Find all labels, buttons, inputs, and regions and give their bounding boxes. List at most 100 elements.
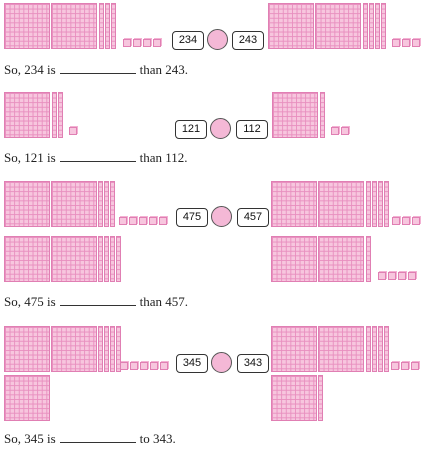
- sentence-prefix: So, 234 is: [4, 62, 56, 77]
- ten-rod: [366, 181, 371, 227]
- hundred-flat: [271, 236, 317, 282]
- one-cube: [119, 217, 127, 225]
- number-box-left: 345: [176, 354, 208, 373]
- hundred-flat: [272, 92, 318, 138]
- comparison-circle[interactable]: [210, 118, 231, 139]
- one-cube: [160, 362, 168, 370]
- ten-rod: [98, 236, 103, 282]
- comparison-circle[interactable]: [211, 206, 232, 227]
- hundred-flat: [51, 181, 97, 227]
- one-cube: [331, 127, 339, 135]
- sentence-suffix: than 457.: [139, 294, 189, 309]
- hundred-flat: [51, 326, 97, 372]
- ten-rod: [116, 236, 121, 282]
- answer-blank[interactable]: [59, 432, 136, 443]
- sentence: So, 345 is to 343.: [4, 431, 176, 447]
- ten-rod: [366, 326, 371, 372]
- one-cube: [159, 217, 167, 225]
- one-cube: [153, 39, 161, 47]
- one-cube: [392, 39, 400, 47]
- ten-rod: [363, 3, 368, 49]
- ten-rod: [320, 92, 325, 138]
- sentence-suffix: to 343.: [139, 431, 176, 446]
- answer-blank[interactable]: [59, 63, 136, 74]
- one-cube: [120, 362, 128, 370]
- one-cube: [402, 39, 410, 47]
- sentence-prefix: So, 121 is: [4, 150, 56, 165]
- number-box-left: 121: [175, 120, 207, 139]
- one-cube: [143, 39, 151, 47]
- ten-rod: [99, 3, 104, 49]
- one-cube: [388, 272, 396, 280]
- hundred-flat: [4, 3, 50, 49]
- one-cube: [123, 39, 131, 47]
- hundred-flat: [268, 3, 314, 49]
- number-box-left: 234: [172, 31, 204, 50]
- one-cube: [392, 217, 400, 225]
- one-cube: [139, 217, 147, 225]
- one-cube: [378, 272, 386, 280]
- one-cube: [130, 362, 138, 370]
- ten-rod: [318, 375, 323, 421]
- hundred-flat: [271, 181, 317, 227]
- ten-rod: [384, 326, 389, 372]
- one-cube: [391, 362, 399, 370]
- ten-rod: [110, 181, 115, 227]
- one-cube: [149, 217, 157, 225]
- ten-rod: [105, 3, 110, 49]
- one-cube: [133, 39, 141, 47]
- ten-rod: [110, 326, 115, 372]
- comparison-circle[interactable]: [211, 352, 232, 373]
- one-cube: [412, 217, 420, 225]
- ten-rod: [98, 326, 103, 372]
- ten-rod: [375, 3, 380, 49]
- one-cube: [408, 272, 416, 280]
- sentence-suffix: than 112.: [139, 150, 188, 165]
- ten-rod: [378, 326, 383, 372]
- hundred-flat: [4, 236, 50, 282]
- ten-rod: [372, 181, 377, 227]
- sentence: So, 475 is than 457.: [4, 294, 188, 310]
- one-cube: [398, 272, 406, 280]
- number-box-left: 475: [176, 208, 208, 227]
- hundred-flat: [4, 92, 50, 138]
- hundred-flat: [4, 375, 50, 421]
- hundred-flat: [4, 181, 50, 227]
- comparison-circle[interactable]: [207, 29, 228, 50]
- one-cube: [69, 127, 77, 135]
- ten-rod: [104, 181, 109, 227]
- sentence-prefix: So, 345 is: [4, 431, 56, 446]
- one-cube: [140, 362, 148, 370]
- ten-rod: [52, 92, 57, 138]
- sentence-suffix: than 243.: [139, 62, 189, 77]
- ten-rod: [58, 92, 63, 138]
- hundred-flat: [318, 326, 364, 372]
- hundred-flat: [271, 326, 317, 372]
- ten-rod: [98, 181, 103, 227]
- one-cube: [401, 362, 409, 370]
- hundred-flat: [4, 326, 50, 372]
- sentence: So, 234 is than 243.: [4, 62, 188, 78]
- one-cube: [129, 217, 137, 225]
- answer-blank[interactable]: [59, 151, 136, 162]
- sentence: So, 121 is than 112.: [4, 150, 188, 166]
- ten-rod: [381, 3, 386, 49]
- one-cube: [412, 39, 420, 47]
- hundred-flat: [318, 181, 364, 227]
- ten-rod: [111, 3, 116, 49]
- one-cube: [150, 362, 158, 370]
- ten-rod: [372, 326, 377, 372]
- hundred-flat: [315, 3, 361, 49]
- ten-rod: [366, 236, 371, 282]
- one-cube: [341, 127, 349, 135]
- sentence-prefix: So, 475 is: [4, 294, 56, 309]
- answer-blank[interactable]: [59, 295, 136, 306]
- one-cube: [411, 362, 419, 370]
- hundred-flat: [51, 236, 97, 282]
- ten-rod: [110, 236, 115, 282]
- ten-rod: [378, 181, 383, 227]
- number-box-right: 457: [237, 208, 269, 227]
- ten-rod: [369, 3, 374, 49]
- number-box-right: 112: [236, 120, 268, 139]
- hundred-flat: [51, 3, 97, 49]
